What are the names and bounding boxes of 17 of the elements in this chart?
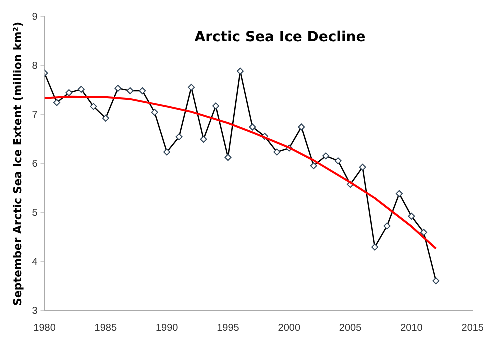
y-tick-label: 3 [32, 306, 38, 317]
y-tick-label: 5 [32, 208, 38, 219]
x-tick-label: 2015 [462, 322, 484, 334]
x-tick-label: 1990 [156, 322, 179, 334]
x-tick-label: 1985 [94, 322, 118, 334]
x-tick-label: 1995 [217, 322, 240, 334]
y-tick-label: 8 [32, 60, 38, 72]
y-tick-label: 9 [32, 12, 38, 23]
x-tick-label: 2000 [278, 322, 301, 334]
y-tick-label: 6 [32, 158, 38, 170]
x-tick-label: 2005 [339, 322, 362, 334]
text: Arctic Sea Ice Decline [194, 30, 366, 46]
x-tick-label: 1980 [34, 322, 56, 334]
y-tick-label: 4 [32, 256, 38, 268]
y-tick-label: 7 [32, 110, 38, 121]
y-axis-title: September Arctic Sea Ice Extent (million km²) [11, 22, 24, 306]
x-tick-label: 2010 [400, 322, 424, 334]
